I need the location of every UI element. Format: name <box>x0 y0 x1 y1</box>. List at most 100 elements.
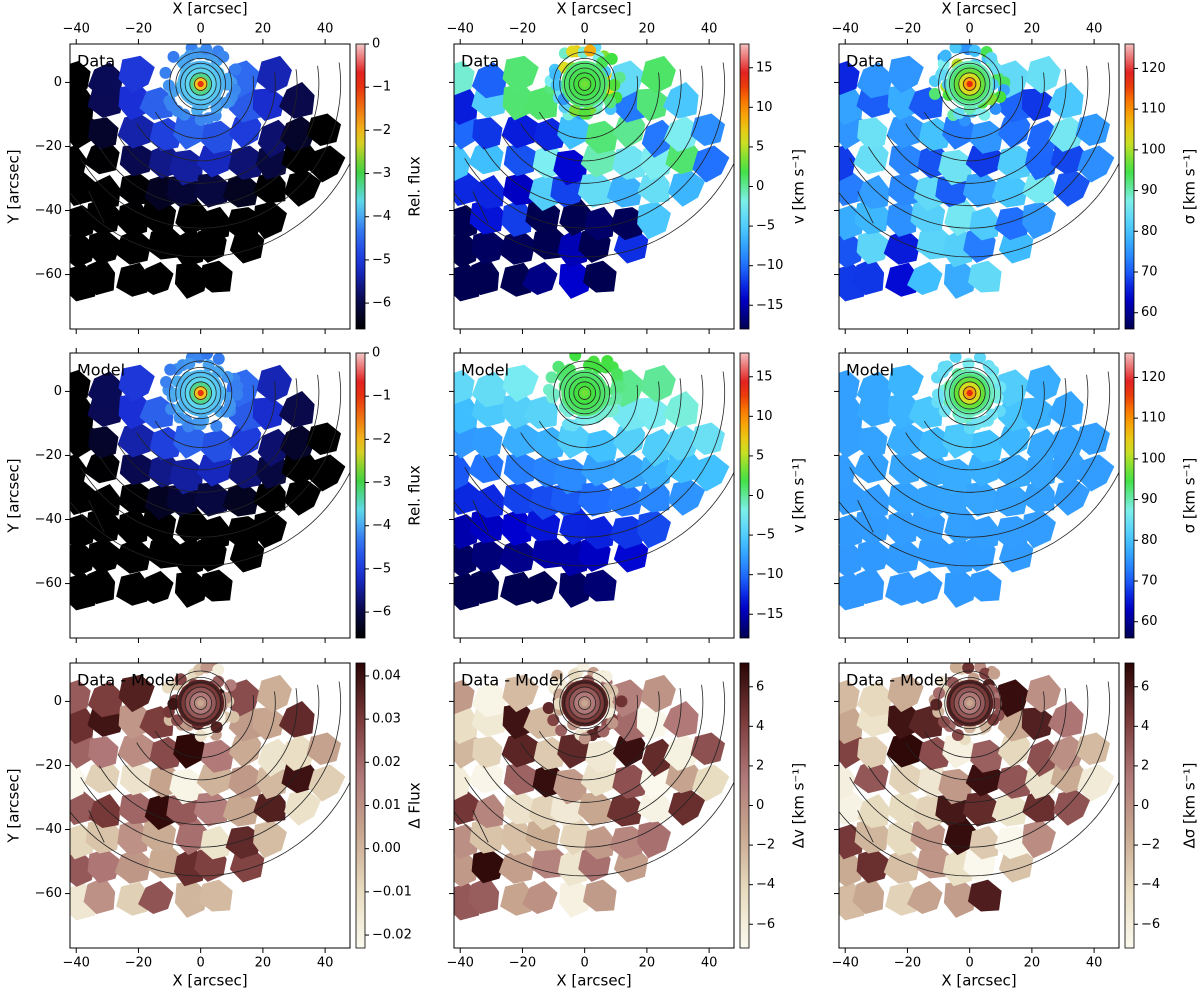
colorbar-tick-label: 6 <box>1141 679 1149 694</box>
voronoi-bin <box>640 55 676 94</box>
voronoi-bin <box>308 145 346 183</box>
voronoi-bin <box>503 144 540 177</box>
voronoi-bin <box>308 764 346 802</box>
colorbar-tick-label: 0 <box>372 346 380 361</box>
isophote-contour <box>568 686 601 720</box>
voronoi-bin <box>637 510 671 549</box>
isophote-contour <box>958 381 981 405</box>
colorbar-tick-label: −1 <box>372 389 391 404</box>
isophote-contour <box>886 378 1067 493</box>
colorbar-bar <box>1124 43 1135 330</box>
voronoi-bin <box>888 763 925 796</box>
voronoi-bin <box>472 175 505 210</box>
nuclear-bin <box>560 365 573 378</box>
nuclear-bin <box>987 713 1000 726</box>
voronoi-bin <box>969 825 1000 860</box>
nuclear-bin <box>194 113 207 126</box>
voronoi-bin <box>857 736 888 769</box>
colorbar-tick-label: −2 <box>372 432 391 447</box>
voronoi-bin <box>88 175 121 210</box>
nuclear-bin <box>949 44 962 54</box>
colorbar-tick-label: −4 <box>372 518 391 533</box>
voronoi-bin <box>668 170 706 207</box>
isophote-contour <box>886 688 1067 803</box>
colorbar-tick-label: 2 <box>1141 758 1149 773</box>
plot-frame <box>453 352 735 639</box>
isophote-contour <box>905 691 1045 781</box>
stray-contour <box>472 810 489 843</box>
voronoi-bin <box>306 732 342 766</box>
voronoi-bin <box>116 262 151 297</box>
isophote-contour <box>80 681 342 848</box>
isophote-contour <box>99 374 320 516</box>
isophote-contour <box>80 371 342 538</box>
isophote-contour <box>194 696 208 710</box>
colorbar-label: Δ Flux <box>406 782 424 828</box>
colorbar-tick-label: 70 <box>1141 265 1158 280</box>
nucleus-core <box>581 699 588 707</box>
isophote-contour <box>923 75 1024 139</box>
nuclear-bin <box>606 716 619 729</box>
plot-frame <box>838 352 1120 639</box>
panel-label: Data <box>77 52 115 71</box>
voronoi-bin <box>502 364 539 403</box>
x-tick-label: 0 <box>966 956 974 971</box>
colorbar-tick-label: 6 <box>756 679 764 694</box>
x-tick-label-top: 0 <box>197 22 205 37</box>
voronoi-bin <box>584 206 615 241</box>
isophote-contour <box>573 381 596 405</box>
map-field <box>839 353 1119 611</box>
colorbar-tick-label: −2 <box>372 123 391 138</box>
plot-frame <box>838 662 1120 949</box>
isophote-contour <box>578 386 592 400</box>
nuclear-bin <box>173 411 186 424</box>
isophote-contour <box>454 781 734 877</box>
colorbar-bar <box>739 43 750 330</box>
nuclear-bin <box>611 367 624 380</box>
stray-contour <box>857 500 874 533</box>
colorbar-tick-label: 120 <box>1141 370 1166 385</box>
voronoi-bin <box>839 679 860 714</box>
isophote-contour <box>99 684 320 826</box>
voronoi-bin <box>662 82 699 119</box>
nuclear-bin <box>584 44 597 57</box>
isophote-contour <box>70 162 350 258</box>
y-axis-label: Y [arcsec] <box>5 149 23 224</box>
colorbar-tick-label: −0.01 <box>372 884 412 899</box>
voronoi-bin <box>87 229 122 265</box>
nuclear-bin <box>551 669 564 682</box>
isophote-contour <box>559 677 610 730</box>
isophote-contour <box>454 162 734 258</box>
nuclear-bin <box>928 87 941 100</box>
panel-r2-c2: Data - Model−40 −20 0 20 40X [arcsec]6420−2−… <box>832 658 1199 990</box>
isophote-contour <box>578 696 592 710</box>
isophote-contour <box>483 684 704 826</box>
voronoi-bin <box>690 113 726 147</box>
stray-contour <box>857 810 874 843</box>
isophote-contours <box>839 51 1119 258</box>
voronoi-bin <box>970 429 1004 463</box>
x-tick-label: 0 <box>197 956 205 971</box>
voronoi-bin <box>225 516 263 550</box>
voronoi-bin <box>88 794 121 829</box>
colorbar-tick-label: −5 <box>756 528 775 543</box>
voronoi-bin <box>969 206 1000 241</box>
voronoi-bin <box>500 571 535 606</box>
isophote-contour <box>180 681 222 725</box>
voronoi-bin <box>87 848 122 884</box>
nuclear-bin <box>167 50 180 63</box>
voronoi-bin <box>662 391 699 428</box>
isophote-contours <box>70 670 350 877</box>
isophote-contour <box>849 371 1111 538</box>
isophote-contours <box>839 360 1119 567</box>
voronoi-bin <box>225 207 263 241</box>
nuclear-bin <box>962 663 975 674</box>
nuclear-bin <box>165 99 178 112</box>
y-tick-label: −20 <box>35 758 62 773</box>
colorbar-tick-label: 0.04 <box>372 668 401 683</box>
isophote-contour <box>99 65 320 207</box>
nuclear-bin <box>548 388 561 401</box>
x-tick-label-top: 40 <box>701 22 718 37</box>
isophote-contour <box>454 471 734 567</box>
isophote-contour <box>559 58 610 111</box>
